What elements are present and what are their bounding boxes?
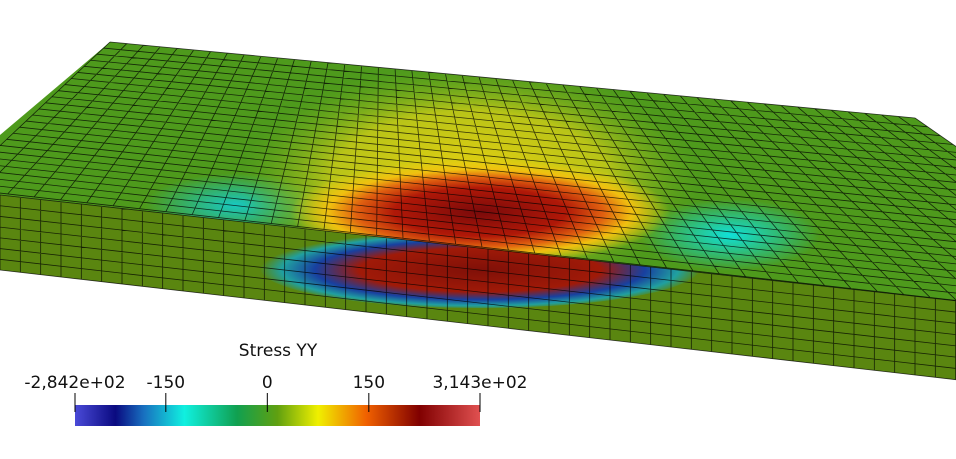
tick-label: 150 (353, 373, 385, 393)
legend-title: Stress YY (239, 341, 318, 361)
tick-label: 3,143e+02 (432, 373, 527, 393)
color-bar (75, 405, 480, 426)
mesh-lines (0, 194, 956, 381)
color-legend: Stress YY -2,842e+02 -150 0 150 3,143e+02 (24, 341, 528, 426)
tick-label: 0 (262, 373, 273, 393)
mesh (0, 41, 956, 381)
mesh-lines (0, 41, 956, 301)
model (0, 41, 956, 381)
tick-label: -150 (147, 373, 186, 393)
legend-ticks: -2,842e+02 -150 0 150 3,143e+02 (24, 373, 528, 412)
tick-label: -2,842e+02 (24, 373, 125, 393)
